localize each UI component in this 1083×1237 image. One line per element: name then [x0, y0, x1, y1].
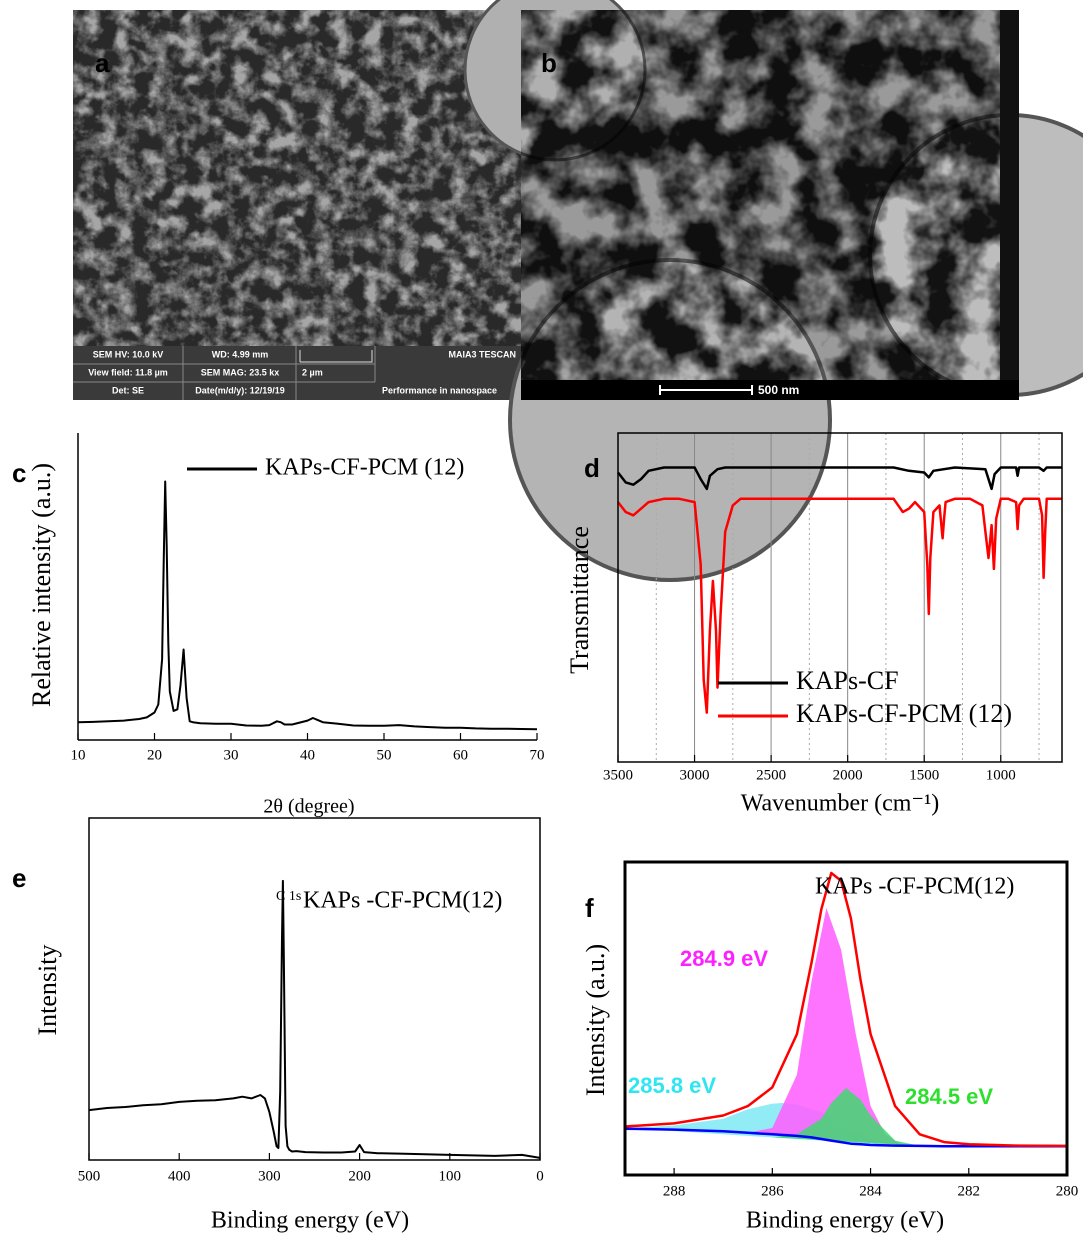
x-tick-label: 1000 — [986, 767, 1016, 783]
annotation: C 1s — [276, 889, 301, 904]
panel-label: d — [584, 453, 600, 483]
x-tick-label: 2500 — [756, 767, 786, 783]
chart-panel — [77, 433, 538, 741]
sem-info-grid — [73, 346, 376, 400]
annotation: KAPs -CF-PCM(12) — [303, 888, 502, 914]
x-tick-label: 1500 — [909, 767, 939, 783]
y-axis-label: Transmittance — [565, 526, 594, 674]
x-tick-label: 282 — [958, 1183, 981, 1199]
panel-label: c — [12, 458, 26, 488]
series-line — [617, 497, 1062, 714]
scale-bar-label: 500 nm — [758, 383, 799, 397]
peak-area — [723, 908, 920, 1146]
series-line — [77, 480, 538, 731]
x-tick-label: 2000 — [833, 767, 863, 783]
tem-scale-bar — [659, 385, 753, 395]
tem-scale-bar-bg — [521, 380, 1019, 400]
series-line — [624, 871, 1068, 1148]
sem-info-text: View field: 11.8 µm — [88, 367, 168, 377]
panel-label: e — [12, 863, 26, 893]
sem-info-text: Date(m/d/y): 12/19/19 — [195, 385, 285, 395]
x-tick-label: 300 — [258, 1168, 281, 1184]
x-tick-label: 40 — [300, 747, 315, 763]
annotation: 284.9 eV — [680, 946, 768, 971]
x-tick-label: 20 — [147, 747, 162, 763]
legend-label: KAPs-CF — [796, 666, 899, 695]
x-tick-label: 400 — [168, 1168, 191, 1184]
sem-info-text: SEM HV: 10.0 kV — [93, 349, 164, 359]
legend-label: KAPs-CF-PCM (12) — [265, 455, 464, 481]
sem-info-bar — [73, 346, 521, 400]
y-axis-label: Relative intensity (a.u.) — [27, 463, 56, 707]
x-axis-label: Binding energy (eV) — [211, 1208, 409, 1234]
x-tick-label: 3500 — [603, 767, 633, 783]
y-axis-label: Intensity — [33, 945, 62, 1036]
annotation: KAPs -CF-PCM(12) — [815, 874, 1014, 900]
tem-particles — [521, 10, 1019, 380]
tem-edge — [1000, 10, 1019, 380]
sem-info-text: Det: SE — [112, 385, 144, 395]
x-tick-label: 500 — [78, 1168, 101, 1184]
x-tick-label: 30 — [224, 747, 239, 763]
panel-label: b — [541, 48, 557, 78]
panel-label: f — [585, 893, 594, 923]
chart-panel — [623, 860, 1069, 1177]
chart-panel — [617, 432, 1063, 763]
series-line — [624, 1127, 1067, 1148]
panel-label: a — [95, 48, 110, 78]
sem-texture — [73, 10, 521, 346]
x-tick-label: 286 — [761, 1183, 784, 1199]
plot-frame — [617, 432, 1063, 763]
x-tick-label: 280 — [1056, 1183, 1079, 1199]
x-tick-label: 284 — [859, 1183, 882, 1199]
x-tick-label: 70 — [530, 747, 545, 763]
x-tick-label: 3000 — [680, 767, 710, 783]
plot-frame — [623, 860, 1069, 1177]
sem-info-text: 2 µm — [302, 367, 323, 377]
chart-panel — [88, 817, 541, 1161]
x-axis-label: 2θ (degree) — [263, 796, 354, 818]
x-tick-label: 10 — [71, 747, 86, 763]
x-axis-label: Wavenumber (cm⁻¹) — [741, 791, 940, 817]
plot-frame — [88, 817, 541, 1161]
y-axis-label: Intensity (a.u.) — [581, 944, 610, 1096]
sem-info-text: MAIA3 TESCAN — [448, 349, 516, 359]
x-tick-label: 100 — [439, 1168, 462, 1184]
x-tick-label: 200 — [348, 1168, 371, 1184]
x-tick-label: 60 — [453, 747, 468, 763]
series-line — [617, 466, 1062, 491]
sem-info-text: WD: 4.99 mm — [212, 349, 269, 359]
x-tick-label: 0 — [536, 1168, 544, 1184]
annotation: 284.5 eV — [905, 1084, 993, 1109]
legend-label: KAPs-CF-PCM (12) — [796, 699, 1012, 728]
series-line — [88, 879, 541, 1159]
annotation: 285.8 eV — [628, 1073, 716, 1098]
x-axis-label: Binding energy (eV) — [746, 1208, 944, 1234]
peak-area — [772, 1088, 920, 1146]
sem-info-text: SEM MAG: 23.5 kx — [201, 367, 280, 377]
x-tick-label: 288 — [663, 1183, 686, 1199]
x-tick-label: 50 — [377, 747, 392, 763]
sem-info-text: Performance in nanospace — [382, 385, 497, 395]
